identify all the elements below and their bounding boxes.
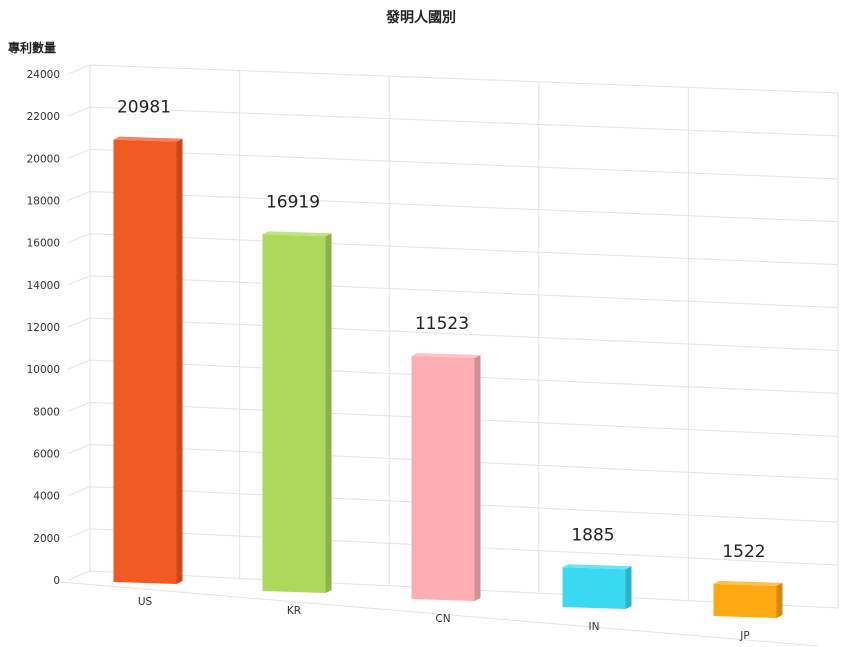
bar-side: [474, 355, 481, 601]
bar-top: [411, 353, 481, 359]
data-label: 1522: [722, 542, 765, 562]
bar-front: [713, 583, 777, 618]
data-label: 16919: [266, 192, 320, 212]
bar-top: [562, 564, 632, 570]
bar-kr: [262, 231, 332, 593]
gridline: [59, 581, 819, 647]
gridline: [67, 148, 839, 180]
gridline: [67, 64, 839, 94]
y-tick-label: 16000: [27, 238, 60, 250]
bar-side: [625, 566, 632, 609]
bar-top: [262, 231, 332, 237]
x-category-label: JP: [739, 630, 749, 642]
data-label: 20981: [117, 98, 171, 118]
gridline: [67, 106, 839, 137]
y-axis-ticks: 0 2000 4000 6000 8000 10000 12000 14000 16000 180…: [27, 69, 60, 587]
y-tick-label: 20000: [27, 153, 60, 165]
x-category-label: KR: [287, 605, 301, 617]
bar-cn: [411, 353, 481, 601]
bar-side: [325, 233, 332, 593]
y-tick-label: 4000: [33, 491, 60, 503]
y-tick-label: 22000: [27, 111, 60, 123]
x-category-label: CN: [435, 613, 450, 625]
grid-lines: [59, 64, 839, 647]
y-tick-label: 8000: [33, 406, 60, 418]
y-axis-label: 專利數量: [8, 40, 56, 55]
chart-title: 發明人國別: [385, 9, 456, 26]
bar-top: [113, 136, 183, 142]
y-tick-label: 24000: [27, 69, 60, 81]
y-tick-label: 18000: [27, 196, 60, 208]
bar-front: [113, 139, 177, 585]
bar-side: [176, 138, 183, 585]
y-tick-label: 2000: [33, 533, 60, 545]
y-tick-label: 0: [53, 575, 60, 587]
bar-front: [562, 567, 626, 609]
bar-us: [113, 136, 183, 585]
data-labels: 20981 16919 11523 1885 1522: [117, 98, 766, 562]
gridline: [67, 275, 839, 309]
bar-side: [776, 582, 783, 618]
x-axis-categories: US KR CN IN JP: [138, 596, 750, 642]
bar-jp: [713, 580, 783, 618]
bar-in: [562, 564, 632, 609]
data-label: 1885: [571, 525, 614, 545]
x-category-label: IN: [589, 621, 600, 633]
y-tick-label: 10000: [27, 364, 60, 376]
y-tick-label: 12000: [27, 322, 60, 334]
gridline: [67, 190, 839, 223]
gridline: [67, 233, 839, 266]
bar-front: [411, 356, 475, 601]
bars: [113, 136, 783, 618]
data-label: 11523: [415, 314, 469, 334]
y-tick-label: 14000: [27, 280, 60, 292]
x-category-label: US: [138, 596, 153, 608]
bar-front: [262, 234, 326, 593]
bar-top: [713, 580, 783, 586]
y-tick-label: 6000: [33, 449, 60, 461]
